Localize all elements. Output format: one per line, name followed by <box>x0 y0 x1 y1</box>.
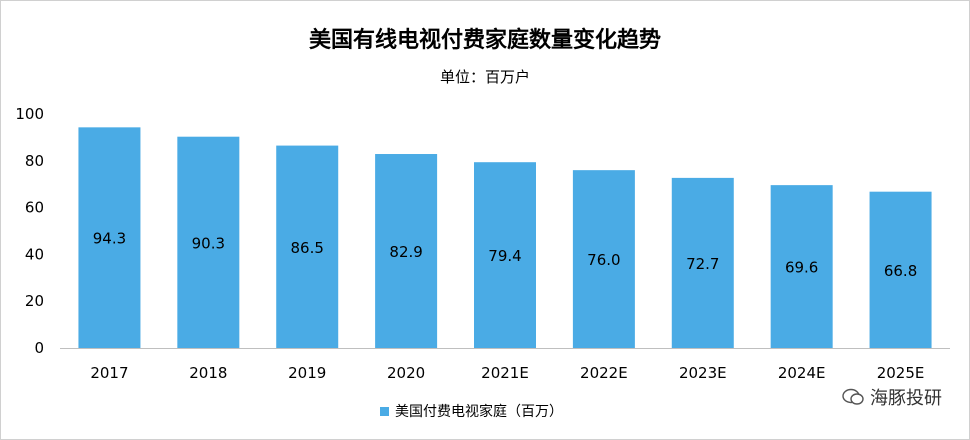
data-label: 69.6 <box>785 259 818 277</box>
x-tick-label: 2017 <box>90 364 128 382</box>
bar <box>375 154 438 348</box>
bar <box>474 162 536 348</box>
x-tick-label: 2018 <box>189 364 227 382</box>
x-tick-label: 2020 <box>387 364 425 382</box>
data-label: 76.0 <box>587 251 620 269</box>
y-tick-label: 40 <box>25 245 44 263</box>
bar <box>770 185 833 348</box>
x-tick-label: 2022E <box>580 364 628 382</box>
legend-label: 美国付费电视家庭（百万） <box>395 404 563 420</box>
data-label: 82.9 <box>389 243 422 261</box>
watermark-text: 海豚投研 <box>870 388 942 409</box>
data-label: 79.4 <box>488 247 521 265</box>
data-label: 66.8 <box>884 262 917 280</box>
data-label: 86.5 <box>291 239 324 257</box>
y-tick-label: 80 <box>25 152 44 170</box>
legend-swatch <box>380 406 389 416</box>
bar <box>869 191 932 348</box>
x-tick-label: 2019 <box>288 364 326 382</box>
x-tick-label: 2021E <box>481 364 529 382</box>
chart-legend: 美国付费电视家庭（百万） <box>380 401 563 421</box>
x-tick-label: 2023E <box>679 364 727 382</box>
chart-subtitle: 单位：百万户 <box>439 68 530 86</box>
data-label: 72.7 <box>686 255 719 273</box>
watermark: 海豚投研 <box>842 384 942 410</box>
data-label: 90.3 <box>192 234 225 252</box>
y-tick-label: 0 <box>34 339 44 357</box>
bar <box>78 127 141 348</box>
data-label: 94.3 <box>93 230 126 248</box>
bar <box>177 136 240 348</box>
x-tick-label: 2024E <box>778 364 826 382</box>
bar <box>276 145 339 348</box>
wechat-bubble-icon <box>842 388 864 405</box>
bar <box>572 170 635 348</box>
bar <box>671 177 734 348</box>
y-tick-label: 60 <box>25 199 44 217</box>
x-tick-label: 2025E <box>877 364 925 382</box>
y-tick-label: 100 <box>15 105 44 123</box>
y-tick-label: 20 <box>25 292 44 310</box>
chart-title: 美国有线电视付费家庭数量变化趋势 <box>308 28 661 53</box>
